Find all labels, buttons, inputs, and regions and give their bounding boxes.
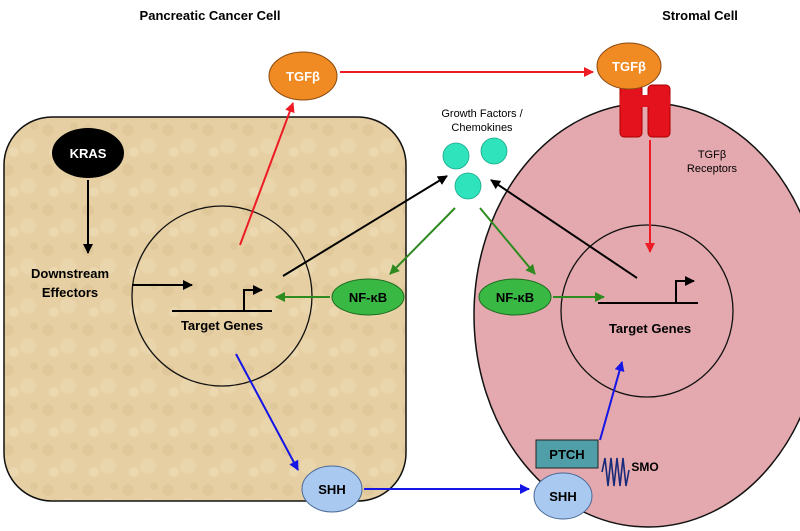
tgfb-cancer-label: TGFβ: [286, 69, 320, 84]
target-genes-cancer-label: Target Genes: [181, 318, 263, 333]
growth-factors-label-1: Growth Factors /: [441, 108, 523, 120]
growth-factor-particle: [442, 142, 470, 170]
target-genes-stromal-label: Target Genes: [609, 321, 691, 336]
smo-receptor: [601, 457, 630, 487]
arrow-stromal-genes-to-growth-factors: [490, 179, 638, 279]
promoter-arrow-cancer: [243, 285, 263, 311]
ptch-receptor: [535, 439, 599, 469]
downstream-effectors-label-2: Effectors: [42, 285, 98, 300]
tgfb-receptor-left: [619, 84, 643, 138]
nfkb-cancer-label: NF-κB: [349, 290, 387, 305]
tgfb-receptors-label-1: TGFβ: [698, 149, 726, 161]
tgfb-stromal-label: TGFβ: [612, 59, 646, 74]
tgfb-receptors-label-2: Receptors: [687, 163, 738, 175]
growth-factor-particle: [454, 172, 482, 200]
cancer-cell-body: [3, 116, 407, 502]
nfkb-stromal-node: [478, 278, 552, 316]
tgfb-cancer-node: [268, 51, 338, 101]
growth-factors-label-2: Chemokines: [451, 122, 513, 134]
arrow-cancer-genes-to-shh: [235, 353, 299, 471]
promoter-arrow-stromal: [675, 276, 695, 303]
shh-secreted-label: SHH: [318, 482, 345, 497]
tgfb-receptor-right: [647, 84, 671, 138]
cancer-cell-title: Pancreatic Cancer Cell: [140, 8, 281, 23]
stromal-cell-title: Stromal Cell: [662, 8, 738, 23]
arrow-growth-factors-to-nfkb-stromal: [479, 207, 536, 275]
growth-factor-particle: [480, 137, 508, 165]
nfkb-stromal-label: NF-κB: [496, 290, 534, 305]
shh-bound-label: SHH: [549, 489, 576, 504]
arrow-cancer-genes-to-growth-factors: [282, 175, 448, 277]
arrow-ptch-to-stromal-genes: [599, 361, 625, 441]
arrow-cancer-genes-to-tgfb: [239, 102, 295, 246]
tgfb-receptor-bridge: [620, 95, 670, 107]
smo-label: SMO: [631, 460, 658, 474]
arrow-growth-factors-to-nfkb-cancer: [389, 207, 456, 275]
ptch-label: PTCH: [549, 447, 584, 462]
nfkb-cancer-node: [331, 278, 405, 316]
kras-node: [52, 128, 124, 178]
stromal-nucleus: [560, 224, 734, 398]
shh-bound-node: [533, 472, 593, 520]
kras-label: KRAS: [70, 146, 107, 161]
tgfb-stromal-node: [596, 42, 662, 90]
downstream-effectors-label-1: Downstream: [31, 266, 109, 281]
shh-secreted-node: [301, 465, 363, 513]
